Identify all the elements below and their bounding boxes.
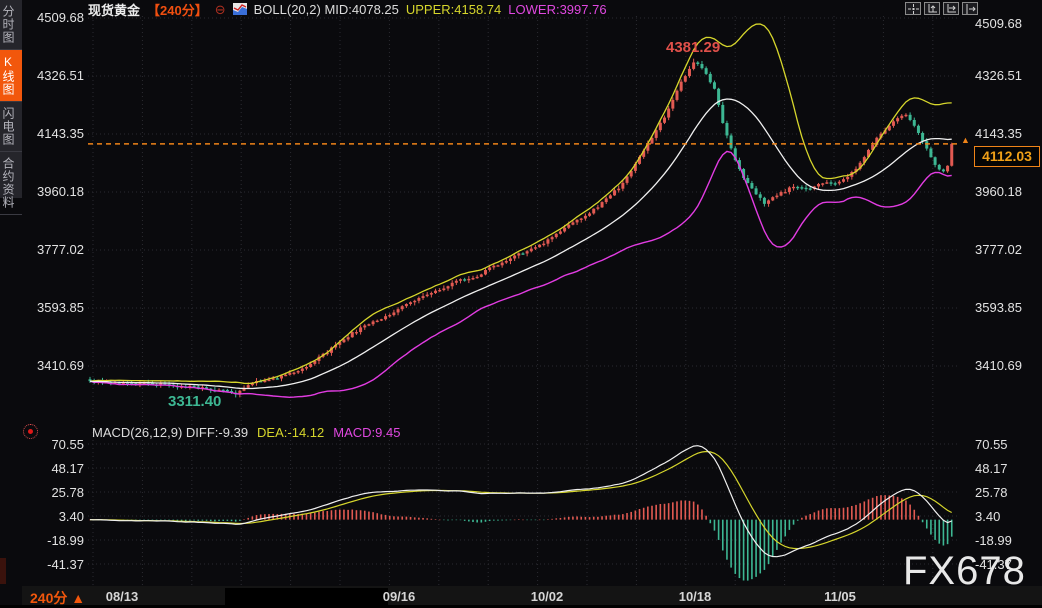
price-tick-right: 3593.85: [975, 300, 1022, 315]
date-tick: 10/02: [530, 589, 564, 604]
indicator-chart-icon[interactable]: [232, 3, 247, 15]
pan-right-button[interactable]: [962, 2, 978, 15]
macd-tick-left: 25.78: [51, 485, 84, 500]
indicator-marker-dot: [28, 429, 33, 434]
x-axis-scrollbar[interactable]: [225, 588, 388, 605]
price-tick-left: 3960.18: [37, 184, 84, 199]
price-tick-left: 3593.85: [37, 300, 84, 315]
left-edge-marker: [0, 558, 6, 584]
collapse-indicator-icon[interactable]: ⊖: [214, 1, 226, 17]
macd-tick-left: 70.55: [51, 437, 84, 452]
chart-type-sidebar: 分时图 K线图 闪电图 合约资料: [0, 0, 22, 215]
fx678-watermark: FX678: [903, 549, 1026, 593]
macd-tick-right: -41.37: [975, 557, 1012, 572]
price-tick-right: 3777.02: [975, 242, 1022, 257]
price-tick-left: 4326.51: [37, 68, 84, 83]
sidebar-tab-label: 分时图: [1, 5, 15, 44]
boll-upper-value: UPPER:4158.74: [405, 1, 502, 17]
low-price-annotation: 3311.40: [168, 393, 222, 410]
price-tick-left: 3777.02: [37, 242, 84, 257]
price-tick-right: 3410.69: [975, 358, 1022, 373]
price-tick-left: 3410.69: [37, 358, 84, 373]
macd-tick-right: -18.99: [975, 533, 1012, 548]
high-price-annotation: 4381.29: [666, 39, 721, 56]
boll-lower-value: LOWER:3997.76: [508, 1, 607, 17]
sidebar-tab-label: K线图: [1, 55, 15, 96]
sidebar-tab-label: 合约资料: [1, 157, 15, 209]
indicator-marker-icon[interactable]: [23, 424, 38, 439]
x-axis-scale-button[interactable]: [943, 2, 959, 15]
sidebar-tab-label: 闪电图: [1, 107, 15, 146]
date-tick: 10/18: [678, 589, 712, 604]
macd-tick-left: 48.17: [51, 461, 84, 476]
instrument-name: 现货黄金: [88, 2, 141, 18]
boll-mid-value: BOLL(20,2) MID:4078.25: [253, 1, 399, 17]
price-tick-left: 4143.35: [37, 126, 84, 141]
sidebar-tab-kline[interactable]: K线图: [0, 50, 22, 102]
macd-tick-left: -18.99: [47, 533, 84, 548]
macd-tick-left: 3.40: [58, 509, 84, 524]
macd-tick-right: 25.78: [975, 485, 1008, 500]
sidebar-tab-lightning[interactable]: 闪电图: [0, 102, 22, 152]
period-label[interactable]: 【240分】: [147, 2, 208, 18]
date-tick: 08/13: [105, 589, 139, 604]
price-tick-right: 4326.51: [975, 68, 1022, 83]
price-tick-right: 4509.68: [975, 16, 1022, 31]
chart-header: 现货黄金 【240分】 ⊖ BOLL(20,2) MID:4078.25 UPP…: [88, 1, 607, 18]
macd-hist-value: MACD:9.45: [333, 425, 401, 440]
crosshair-button[interactable]: [905, 2, 921, 15]
macd-tick-right: 3.40: [975, 509, 1001, 524]
y-axis-scale-button[interactable]: [924, 2, 940, 15]
price-tick-right: 3960.18: [975, 184, 1022, 199]
macd-tick-right: 70.55: [975, 437, 1008, 452]
sidebar-tab-timeline[interactable]: 分时图: [0, 0, 22, 50]
current-price-badge: 4112.03: [974, 146, 1040, 167]
macd-tick-right: 48.17: [975, 461, 1008, 476]
sidebar-tab-contract-info[interactable]: 合约资料: [0, 152, 22, 215]
macd-dea-value: DEA:-14.12: [257, 425, 325, 440]
date-tick: 11/05: [824, 589, 856, 604]
current-price-pin-icon: ▲: [961, 135, 970, 145]
macd-tick-left: -41.37: [47, 557, 84, 572]
macd-header: MACD(26,12,9) DIFF:-9.39 DEA:-14.12 MACD…: [92, 425, 400, 440]
price-tick-right: 4143.35: [975, 126, 1022, 141]
price-tick-left: 4509.68: [37, 10, 84, 25]
macd-diff-value: MACD(26,12,9) DIFF:-9.39: [92, 425, 249, 440]
period-selector[interactable]: 240分 ▲: [30, 590, 86, 606]
date-tick: 09/16: [382, 589, 416, 604]
